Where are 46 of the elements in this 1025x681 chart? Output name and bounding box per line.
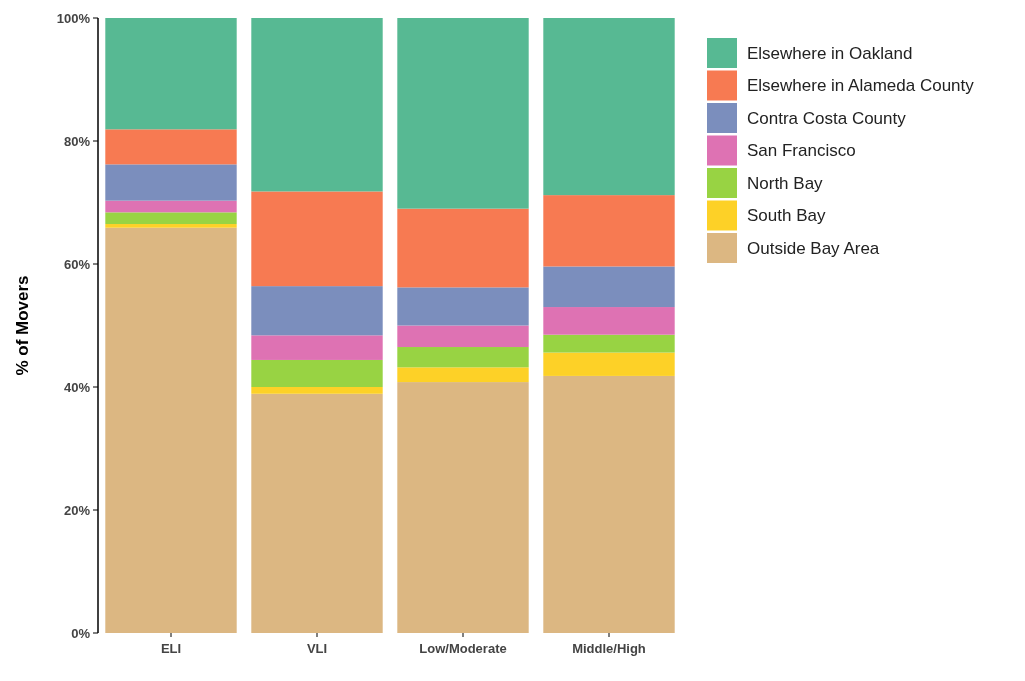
bar [397, 287, 529, 326]
bar [543, 352, 675, 376]
bar [543, 266, 675, 308]
bar [543, 18, 675, 196]
bar [105, 212, 237, 225]
bar [397, 208, 529, 288]
legend-label: North Bay [747, 173, 824, 193]
bar [397, 325, 529, 348]
bar [543, 334, 675, 353]
y-tick-label: 100% [56, 10, 91, 26]
bar [543, 307, 675, 335]
bar [251, 335, 383, 360]
bar [105, 200, 237, 213]
y-tick-label: 0% [71, 625, 91, 641]
y-tick-label: 60% [63, 256, 91, 272]
bar [251, 191, 383, 287]
y-tick-label: 40% [63, 379, 91, 395]
bar [251, 359, 383, 387]
bar [105, 129, 237, 165]
y-axis-title: % of Movers [13, 275, 32, 376]
bar [543, 375, 675, 633]
bar [543, 195, 675, 267]
bar [397, 18, 529, 209]
legend-label: Elsewhere in Oakland [747, 43, 913, 63]
legend-label: Contra Costa County [747, 108, 907, 128]
bar [105, 18, 237, 130]
x-tick-label: VLI [306, 641, 328, 656]
legend-label: San Francisco [747, 141, 856, 161]
legend-label: Elsewhere in Alameda County [747, 76, 975, 96]
x-tick-label: Middle/High [572, 641, 646, 656]
bar [251, 393, 383, 633]
y-tick-label: 80% [63, 133, 91, 149]
bar [251, 18, 383, 192]
bar [251, 387, 383, 394]
x-tick-label: Low/Moderate [419, 641, 507, 656]
bar [397, 382, 529, 633]
bar [105, 227, 237, 633]
bar [105, 224, 237, 228]
bar [251, 286, 383, 336]
legend-label: South Bay [747, 206, 826, 226]
bar [397, 367, 529, 383]
bar [105, 164, 237, 201]
y-tick-label: 20% [63, 502, 91, 518]
x-tick-label: ELI [160, 641, 182, 656]
legend-label: Outside Bay Area [747, 238, 880, 258]
bar [397, 347, 529, 368]
